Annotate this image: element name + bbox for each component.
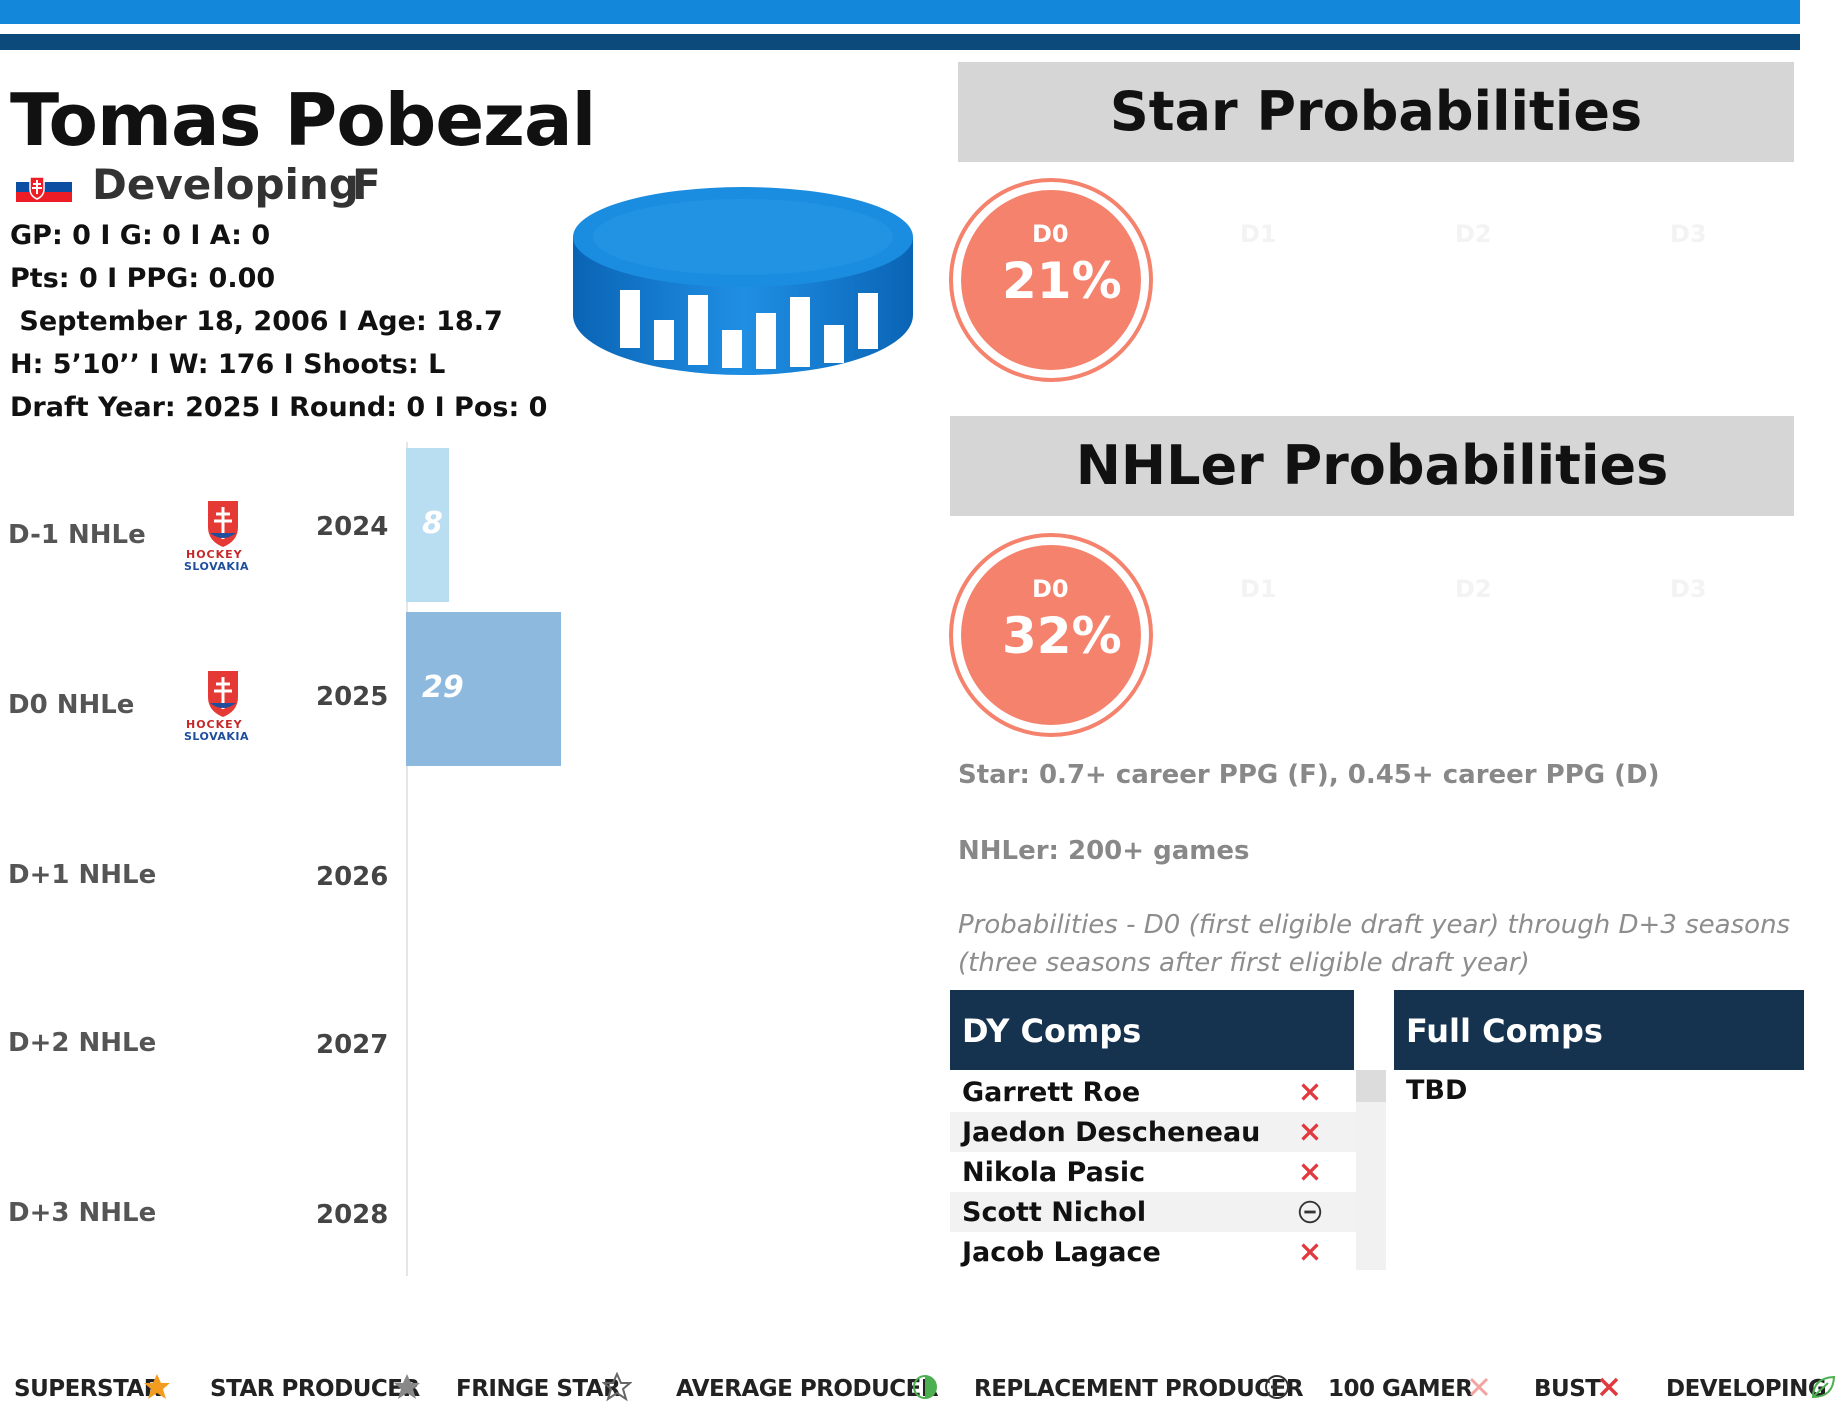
player-status: Developing <box>92 160 359 209</box>
star-d0-circle <box>949 178 1153 382</box>
nhle-bar-value: 29 <box>422 670 464 705</box>
full-comps-header: Full Comps <box>1394 990 1804 1070</box>
nhle-axis-line <box>406 442 408 1276</box>
hockey-slovakia-logo-text: HOCKEY <box>186 718 243 731</box>
nhle-row-label: D0 NHLe <box>8 690 135 720</box>
star-producer-icon <box>392 1372 422 1402</box>
star-d2-label: D2 <box>1455 220 1492 248</box>
bust-icon <box>1296 1078 1324 1106</box>
dy-comp-name: Garrett Roe <box>962 1077 1141 1108</box>
nhle-row-label: D+2 NHLe <box>8 1028 157 1058</box>
probabilities-note-line2: (three seasons after first eligible draf… <box>958 948 1530 978</box>
nhler-d0-label: D0 <box>1032 575 1069 603</box>
dy-comps-title: DY Comps <box>962 1012 1142 1050</box>
star-probabilities-header: Star Probabilities <box>958 62 1794 162</box>
top-accent-bar-dark <box>0 34 1800 50</box>
comps-scrollbar-thumb[interactable] <box>1356 1070 1386 1102</box>
hockey-slovakia-logo-icon <box>182 497 264 577</box>
dy-comp-name: Jacob Lagace <box>962 1237 1161 1268</box>
dy-comp-name: Scott Nichol <box>962 1197 1147 1228</box>
nhler-d2-label: D2 <box>1455 575 1492 603</box>
full-comps-value: TBD <box>1406 1075 1468 1106</box>
nhler-definition: NHLer: 200+ games <box>958 836 1250 866</box>
nhle-bar-value: 8 <box>422 506 443 541</box>
dy-comp-row[interactable]: Garrett Roe <box>950 1072 1382 1112</box>
star-d3-label: D3 <box>1670 220 1707 248</box>
dy-comp-row[interactable]: Jaedon Descheneau <box>950 1112 1382 1152</box>
nhle-row-year: 2025 <box>316 682 389 712</box>
player-position: F <box>352 160 381 209</box>
nhle-row-year: 2028 <box>316 1200 389 1230</box>
bust-icon <box>1296 1118 1324 1146</box>
nhle-bar: 29 <box>406 612 561 766</box>
bust-icon <box>1594 1372 1624 1402</box>
nhle-row-label: D+3 NHLe <box>8 1198 157 1228</box>
dy-comp-row[interactable]: Nikola Pasic <box>950 1152 1382 1192</box>
legend-label: BUST <box>1534 1376 1601 1402</box>
player-draft-line: Draft Year: 2025 I Round: 0 I Pos: 0 <box>10 392 548 423</box>
hockey-slovakia-logo-text: SLOVAKIA <box>184 730 250 743</box>
dy-comp-name: Jaedon Descheneau <box>962 1117 1261 1148</box>
nhle-row-year: 2026 <box>316 862 389 892</box>
legend-label: REPLACEMENT PRODUCER <box>974 1376 1304 1402</box>
hockey-slovakia-logo-icon <box>182 667 264 747</box>
average-producer-icon <box>910 1372 940 1402</box>
dy-comp-row[interactable]: Jacob Lagace <box>950 1232 1382 1272</box>
100-gamer-icon <box>1464 1372 1494 1402</box>
comps-scrollbar[interactable] <box>1356 1070 1386 1270</box>
star-d0-value: 21% <box>1002 252 1122 310</box>
dy-comp-row[interactable]: Scott Nichol <box>950 1192 1382 1232</box>
legend-label: STAR PRODUCER <box>210 1376 420 1402</box>
nhler-probabilities-header: NHLer Probabilities <box>950 416 1794 516</box>
star-d0-label: D0 <box>1032 220 1069 248</box>
star-definition: Star: 0.7+ career PPG (F), 0.45+ career … <box>958 760 1660 790</box>
nhler-d3-label: D3 <box>1670 575 1707 603</box>
dy-comps-header: DY Comps <box>950 990 1354 1070</box>
player-physical-line: H: 5’10’’ I W: 176 I Shoots: L <box>10 349 446 380</box>
player-birth-line: September 18, 2006 I Age: 18.7 <box>10 306 503 337</box>
nhle-row-year: 2024 <box>316 512 389 542</box>
hockey-slovakia-logo-text: SLOVAKIA <box>184 560 250 573</box>
replacement-producer-icon <box>1262 1372 1292 1402</box>
player-name: Tomas Pobezal <box>10 78 596 162</box>
replacement-producer-icon <box>1296 1198 1324 1226</box>
top-accent-bar <box>0 0 1800 24</box>
star-probabilities-title: Star Probabilities <box>1109 80 1643 143</box>
legend-label: 100 GAMER <box>1328 1376 1473 1402</box>
bust-icon <box>1296 1158 1324 1186</box>
slovakia-flag-icon <box>16 172 72 202</box>
player-stats-line: GP: 0 I G: 0 I A: 0 <box>10 220 271 251</box>
nhler-d0-value: 32% <box>1002 607 1122 665</box>
player-points-line: Pts: 0 I PPG: 0.00 <box>10 263 276 294</box>
legend-label: FRINGE STAR <box>456 1376 621 1402</box>
legend-label: SUPERSTAR <box>14 1376 162 1402</box>
developing-icon <box>1808 1372 1838 1402</box>
puck-chart-icon <box>573 187 913 375</box>
nhler-probabilities-title: NHLer Probabilities <box>1075 434 1669 497</box>
dy-comp-name: Nikola Pasic <box>962 1157 1146 1188</box>
nhler-d0-circle <box>949 533 1153 737</box>
nhle-row-year: 2027 <box>316 1030 389 1060</box>
nhle-row-label: D-1 NHLe <box>8 520 146 550</box>
probabilities-note-line1: Probabilities - D0 (first eligible draft… <box>958 910 1791 940</box>
hockey-slovakia-logo-text: HOCKEY <box>186 548 243 561</box>
star-d1-label: D1 <box>1240 220 1277 248</box>
nhler-d1-label: D1 <box>1240 575 1277 603</box>
nhle-row-label: D+1 NHLe <box>8 860 157 890</box>
superstar-icon <box>142 1372 172 1402</box>
fringe-star-icon <box>601 1371 633 1402</box>
legend-label: DEVELOPING <box>1666 1376 1827 1402</box>
nhle-bar: 8 <box>406 448 449 602</box>
full-comps-title: Full Comps <box>1406 1012 1603 1050</box>
bust-icon <box>1296 1238 1324 1266</box>
legend-label: AVERAGE PRODUCER <box>676 1376 939 1402</box>
